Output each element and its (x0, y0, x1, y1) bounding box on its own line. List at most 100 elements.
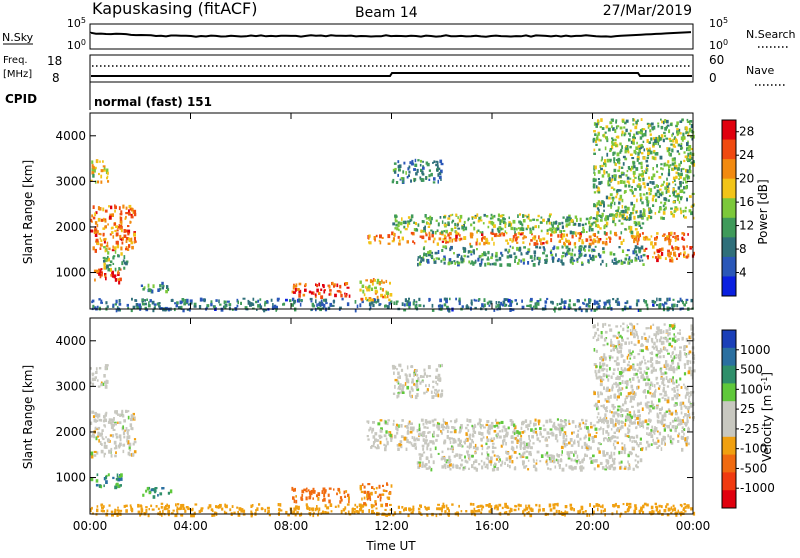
heatmap-cell (542, 242, 544, 245)
heatmap-cell (406, 448, 408, 451)
heatmap-cell (416, 383, 418, 386)
heatmap-cell (120, 213, 123, 215)
heatmap-cell (377, 299, 379, 303)
heatmap-cell (325, 302, 328, 304)
heatmap-cell (629, 146, 631, 149)
heatmap-cell (589, 226, 591, 230)
heatmap-cell (499, 257, 502, 261)
heatmap-cell (376, 508, 378, 510)
heatmap-cell (514, 227, 516, 231)
heatmap-cell (633, 165, 635, 168)
heatmap-cell (410, 180, 412, 183)
heatmap-cell (524, 442, 526, 446)
heatmap-cell (491, 440, 493, 442)
heatmap-cell (371, 430, 373, 434)
heatmap-cell (624, 367, 626, 371)
heatmap-cell (569, 299, 571, 302)
heatmap-cell (602, 379, 605, 381)
heatmap-cell (116, 446, 118, 449)
heatmap-cell (603, 210, 605, 212)
heatmap-cell (640, 136, 643, 139)
colorbar-tick-label: 4 (739, 266, 747, 280)
heatmap-cell (690, 360, 692, 364)
heatmap-cell (660, 163, 662, 165)
heatmap-cell (545, 260, 548, 263)
heatmap-cell (105, 385, 108, 389)
heatmap-cell (425, 176, 427, 180)
heatmap-cell (149, 508, 151, 510)
heatmap-cell (409, 509, 411, 511)
heatmap-cell (94, 212, 96, 216)
heatmap-cell (585, 223, 587, 225)
heatmap-cell (472, 217, 474, 220)
heatmap-cell (553, 455, 556, 459)
heatmap-cell (96, 159, 98, 163)
heatmap-cell (642, 222, 645, 224)
heatmap-cell (672, 181, 674, 183)
heatmap-cell (641, 246, 644, 250)
heatmap-cell (177, 503, 179, 505)
heatmap-cell (402, 391, 405, 394)
heatmap-cell (647, 423, 650, 425)
heatmap-cell (656, 339, 658, 343)
heatmap-cell (590, 257, 593, 260)
heatmap-cell (628, 463, 630, 465)
heatmap-cell (428, 174, 430, 177)
heatmap-cell (615, 423, 617, 427)
heatmap-cell (607, 425, 609, 429)
heatmap-cell (512, 421, 514, 424)
heatmap-cell (645, 248, 647, 250)
heatmap-cell (527, 252, 529, 255)
heatmap-cell (449, 258, 451, 261)
heatmap-cell (649, 511, 652, 514)
heatmap-cell (650, 216, 652, 219)
heatmap-cell (671, 149, 673, 153)
heatmap-cell (676, 304, 678, 307)
heatmap-cell (521, 223, 523, 226)
heatmap-cell (518, 259, 520, 262)
heatmap-cell (650, 188, 652, 192)
heatmap-cell (417, 169, 419, 173)
heatmap-cell (134, 299, 137, 302)
heatmap-cell (644, 362, 646, 364)
heatmap-cell (627, 410, 629, 412)
heatmap-cell (490, 263, 492, 265)
heatmap-cell (130, 221, 132, 223)
heatmap-cell (423, 451, 425, 453)
heatmap-cell (309, 507, 311, 511)
heatmap-cell (606, 222, 608, 226)
heatmap-cell (442, 245, 444, 248)
heatmap-cell (595, 123, 598, 125)
heatmap-cell (663, 330, 665, 333)
heatmap-cell (423, 247, 425, 250)
heatmap-cell (523, 246, 526, 248)
heatmap-cell (461, 510, 463, 512)
heatmap-cell (92, 300, 95, 303)
heatmap-cell (322, 490, 324, 494)
heatmap-cell (435, 231, 437, 235)
heatmap-cell (577, 232, 580, 234)
heatmap-cell (529, 228, 531, 231)
heatmap-cell (497, 218, 499, 221)
heatmap-cell (617, 170, 620, 172)
heatmap-cell (665, 138, 668, 140)
heatmap-cell (433, 240, 435, 243)
heatmap-cell (476, 238, 478, 242)
station-title: Kapuskasing (fitACF) (92, 0, 257, 18)
heatmap-cell (481, 439, 483, 442)
heatmap-cell (298, 507, 300, 511)
heatmap-cell (123, 450, 125, 453)
heatmap-cell (648, 177, 650, 180)
heatmap-cell (584, 299, 586, 302)
heatmap-cell (451, 261, 453, 264)
heatmap-cell (671, 506, 673, 509)
heatmap-cell (356, 506, 358, 509)
heatmap-cell (447, 221, 449, 224)
heatmap-cell (394, 162, 397, 165)
heatmap-cell (562, 252, 565, 254)
heatmap-cell (572, 249, 574, 252)
heatmap-cell (435, 164, 437, 167)
heatmap-cell (355, 300, 357, 304)
heatmap-cell (128, 212, 131, 215)
heatmap-cell (636, 241, 639, 243)
